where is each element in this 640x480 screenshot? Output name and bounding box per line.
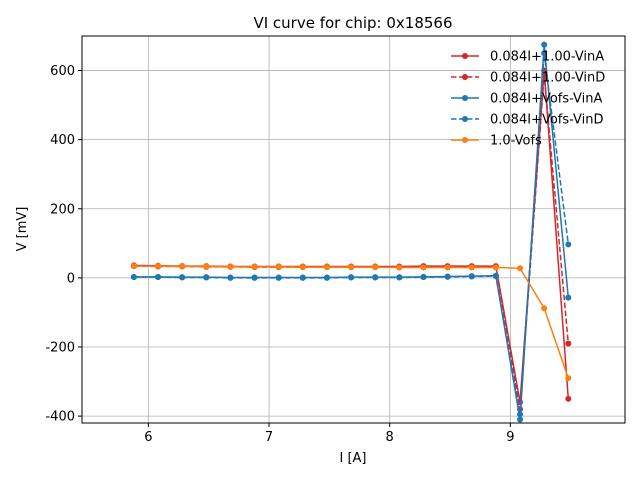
data-point	[227, 263, 234, 270]
data-point	[203, 274, 210, 281]
data-point	[396, 274, 403, 281]
data-point	[130, 274, 137, 281]
data-point	[179, 263, 186, 270]
legend-label: 0.084I+Vofs-VinA	[490, 92, 603, 107]
data-point	[348, 264, 355, 271]
data-point	[155, 263, 162, 270]
data-point	[396, 264, 403, 271]
data-point	[420, 274, 427, 281]
legend-marker	[462, 53, 468, 59]
data-point	[468, 273, 475, 280]
legend-entry: 0.084I+1.00-VinD	[451, 71, 605, 86]
data-point	[444, 264, 451, 271]
data-point	[517, 265, 524, 272]
legend-label: 0.084I+1.00-VinA	[490, 50, 604, 65]
data-point	[565, 294, 572, 301]
x-axis-label: I [A]	[339, 451, 366, 466]
ticks: 6 7 8 9 -400 -200 0 200 400 600	[45, 64, 514, 445]
data-point	[372, 274, 379, 281]
data-point	[420, 264, 427, 271]
data-point	[565, 241, 572, 248]
data-point	[541, 305, 548, 312]
data-point	[541, 50, 548, 57]
chart-title: VI curve for chip: 0x18566	[253, 14, 452, 32]
legend-entry: 0.084I+Vofs-VinD	[451, 113, 604, 128]
legend-marker	[462, 95, 468, 101]
x-tick-label: 9	[506, 430, 514, 445]
legend-entry: 0.084I+1.00-VinA	[451, 50, 604, 65]
y-tick-label: 200	[50, 202, 75, 217]
y-axis-label: V [mV]	[15, 207, 30, 252]
legend-label: 0.084I+1.00-VinD	[490, 71, 605, 86]
legend-entry: 1.0-Vofs	[451, 134, 542, 149]
data-point	[179, 274, 186, 281]
data-point	[517, 411, 524, 418]
y-tick-label: 0	[67, 271, 75, 286]
data-point	[444, 273, 451, 280]
x-tick-label: 7	[265, 430, 273, 445]
grid	[82, 36, 625, 423]
legend-label: 0.084I+Vofs-VinD	[490, 113, 604, 128]
y-tick-label: -200	[45, 340, 75, 355]
data-point	[492, 273, 499, 280]
legend: 0.084I+1.00-VinA 0.084I+1.00-VinD 0.084I+V…	[451, 50, 605, 149]
legend-marker	[462, 137, 468, 143]
data-point	[492, 264, 499, 271]
legend-entry: 0.084I+Vofs-VinA	[451, 92, 603, 107]
data-point	[565, 395, 572, 402]
series-line	[133, 53, 570, 415]
data-point	[299, 274, 306, 281]
legend-marker	[462, 74, 468, 80]
series-layer	[130, 41, 572, 423]
series-4	[130, 263, 572, 382]
data-point	[323, 274, 330, 281]
series-3	[130, 50, 572, 418]
data-point	[565, 375, 572, 382]
y-tick-label: 600	[50, 64, 75, 79]
data-point	[468, 264, 475, 271]
data-point	[517, 416, 524, 423]
data-point	[348, 274, 355, 281]
data-point	[372, 264, 379, 271]
legend-label: 1.0-Vofs	[490, 134, 542, 149]
legend-marker	[462, 116, 468, 122]
data-point	[251, 263, 258, 270]
data-point	[130, 263, 137, 270]
data-point	[299, 264, 306, 271]
y-tick-label: 400	[50, 133, 75, 148]
data-point	[203, 263, 210, 270]
x-tick-label: 6	[144, 430, 152, 445]
data-point	[275, 263, 282, 270]
plot-frame	[81, 35, 626, 424]
data-point	[227, 274, 234, 281]
y-tick-label: -400	[45, 410, 75, 425]
data-point	[541, 41, 548, 48]
data-point	[155, 274, 162, 281]
x-tick-label: 8	[386, 430, 394, 445]
data-point	[251, 274, 258, 281]
data-point	[275, 274, 282, 281]
data-point	[565, 340, 572, 347]
data-point	[323, 264, 330, 271]
